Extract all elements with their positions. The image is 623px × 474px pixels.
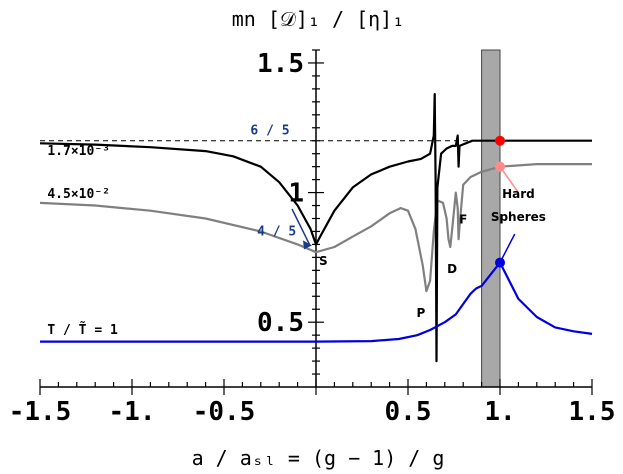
reference-line-label: 6 / 5 [250, 124, 289, 139]
y-tick-label: 1.5 [257, 49, 304, 79]
plot-area: -1.5 -1. -0.5 0.5 1. 1.5 1.5 1 0.5 6 / 5 1.7×10⁻³ 4… [9, 49, 616, 427]
annotation-label: 4 / 5 [257, 224, 296, 239]
annotation-label: P [416, 306, 425, 320]
annotation-label: T / T̃ = 1 [47, 321, 118, 337]
y-tick-label: 0.5 [257, 308, 304, 338]
x-tick-label: 0.5 [385, 397, 432, 427]
annotation-label: D [447, 262, 457, 276]
annotation-label: 4.5×10⁻² [47, 187, 110, 202]
x-tick-label: -0.5 [193, 397, 256, 427]
x-axis-label: a / aₛₗ = (g − 1) / g [192, 446, 445, 470]
x-tick-label: 1. [484, 397, 515, 427]
chart-title: mn [𝒟]₁ / [η]₁ [232, 7, 405, 31]
arrow-4-5-head [303, 240, 312, 250]
x-tick-label: -1. [109, 397, 156, 427]
series-line-1 [39, 163, 592, 293]
x-tick-label: -1.5 [9, 397, 72, 427]
hard-spheres-pointer-blue [499, 233, 516, 263]
data-marker-0 [495, 135, 505, 146]
annotation-label: F [459, 213, 467, 227]
y-tick-label: 1 [288, 179, 304, 209]
series-line-2 [40, 261, 593, 343]
arrow-4-5-line [291, 208, 311, 246]
annotation-label: Spheres [491, 210, 546, 224]
series-line-0 [39, 93, 592, 363]
annotation-label: S [319, 254, 328, 268]
hard-spheres-pointer-pink [499, 166, 520, 194]
annotation-label: Hard [502, 187, 535, 201]
x-tick-label: 1.5 [569, 397, 616, 427]
annotation-label: 1.7×10⁻³ [47, 144, 110, 159]
